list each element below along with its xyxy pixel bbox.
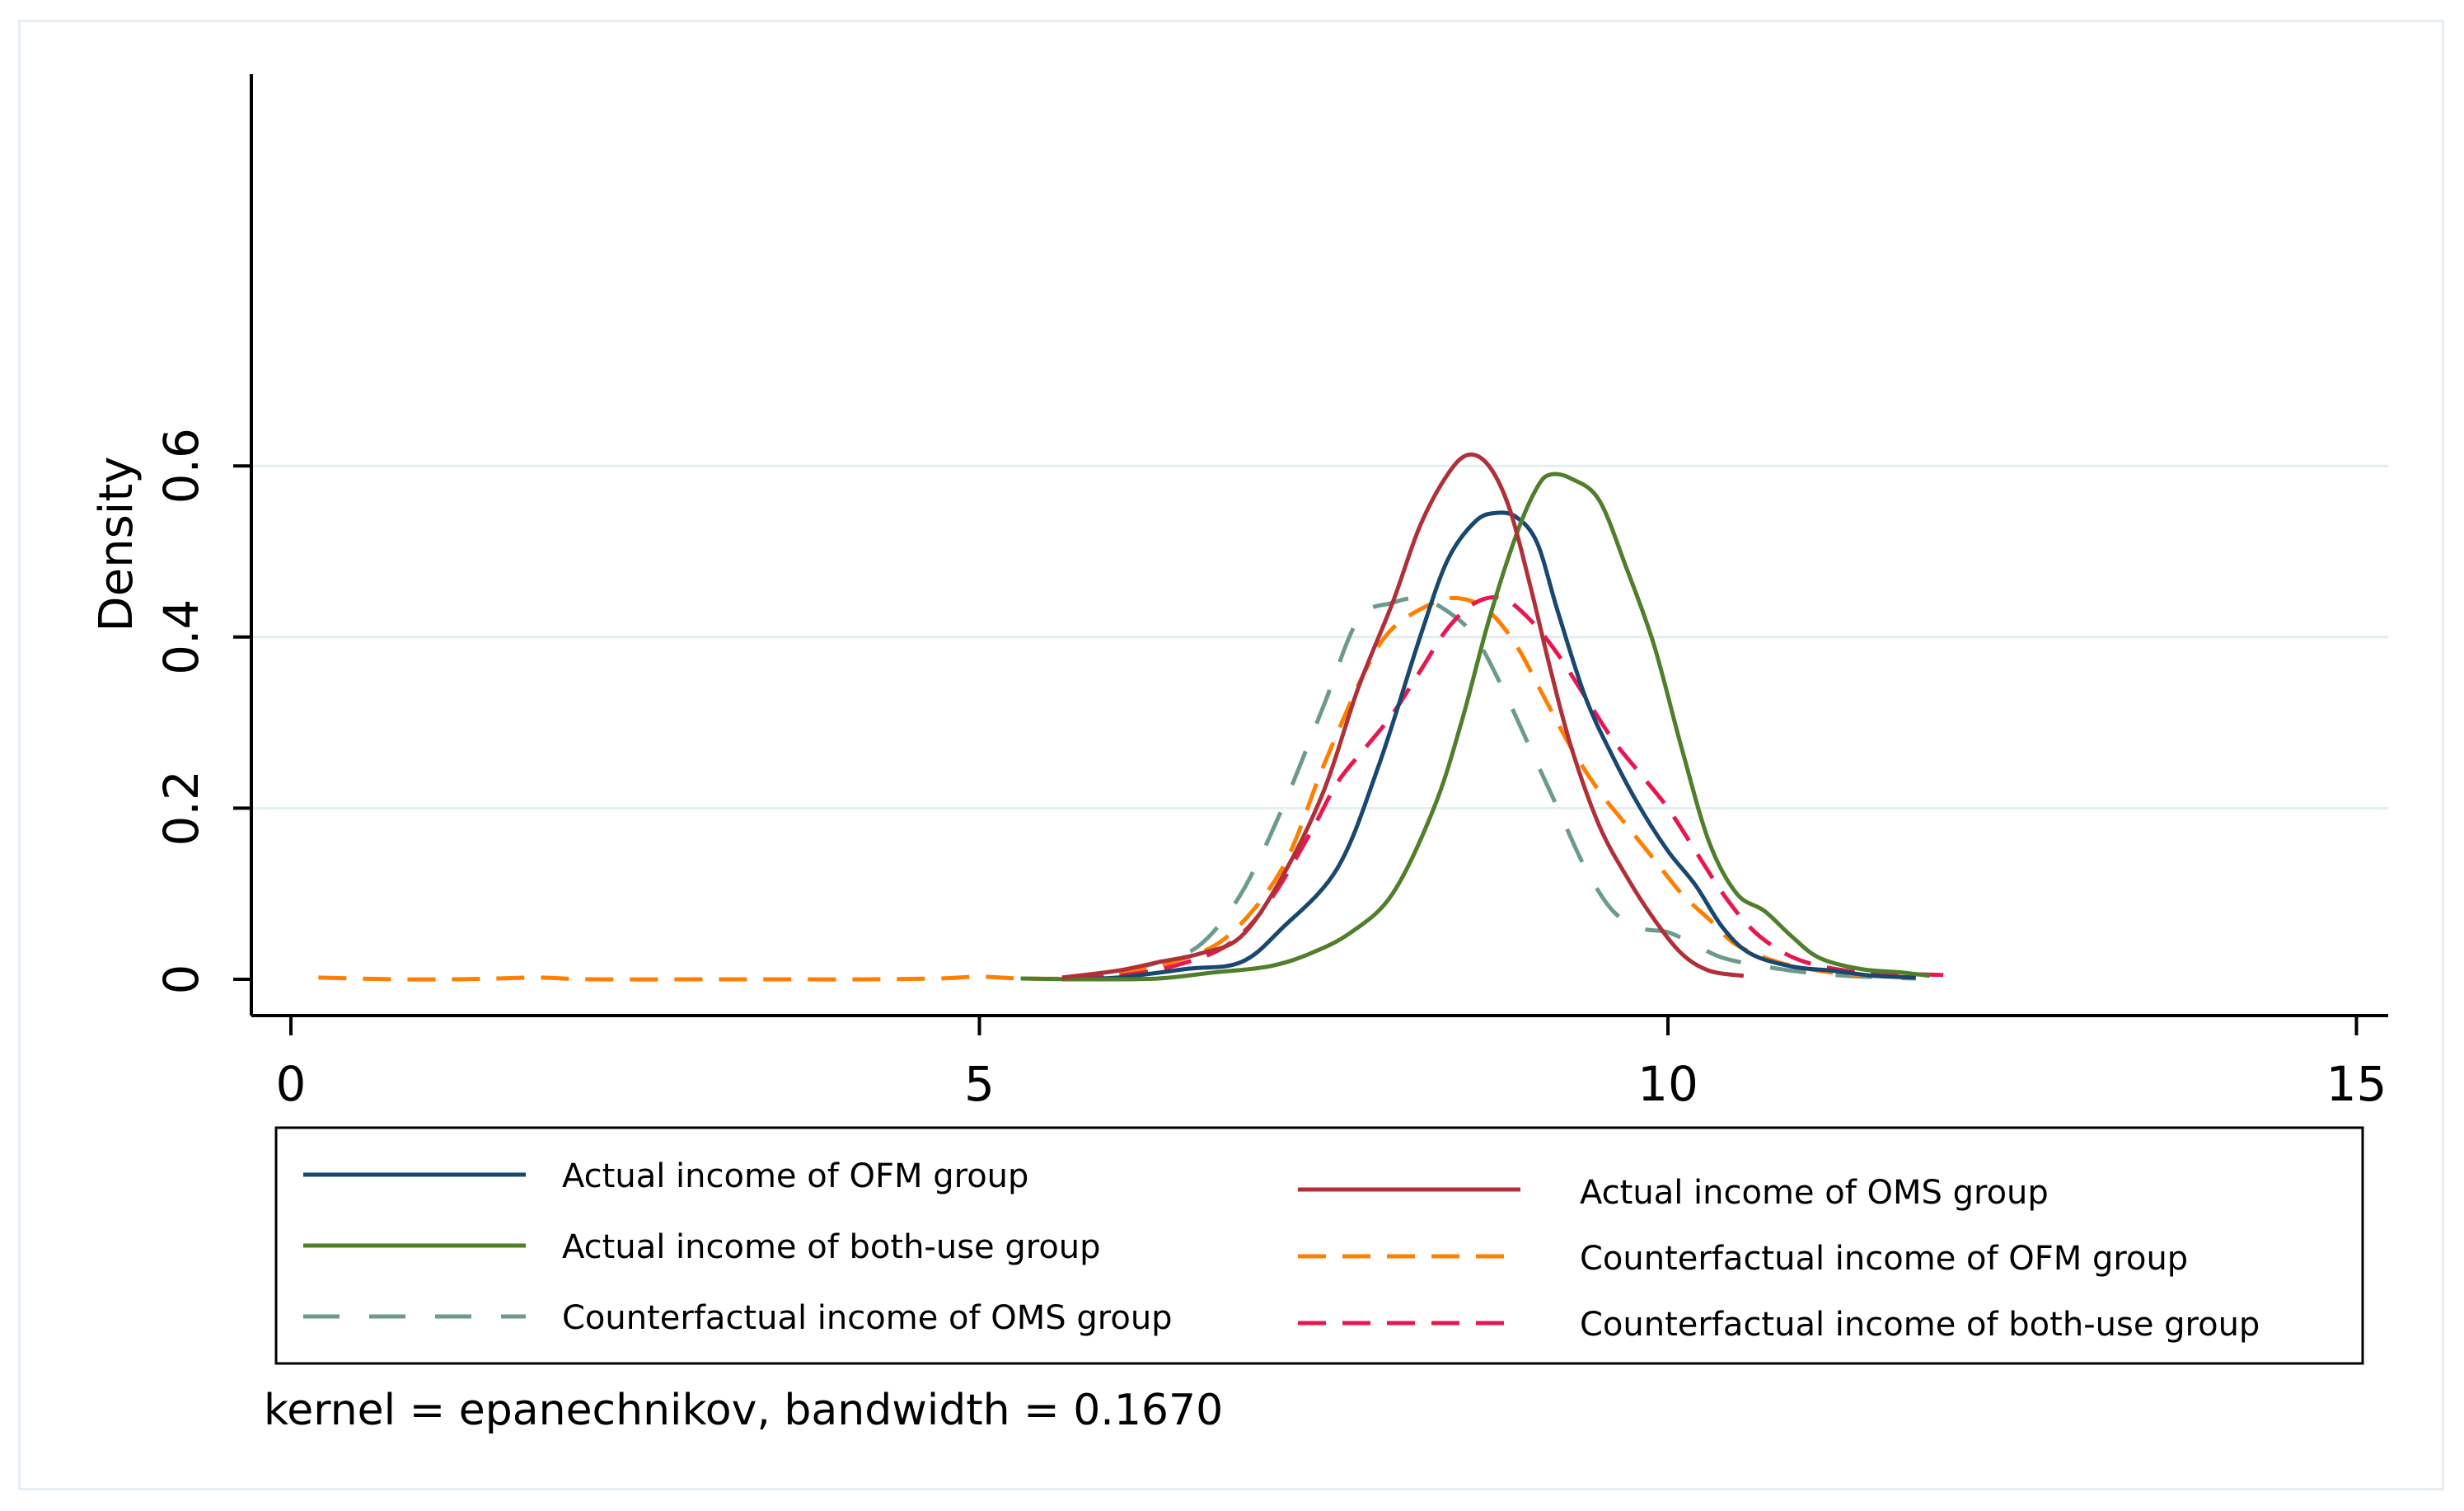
gridlines <box>251 464 2388 809</box>
series-line-counterfactual-income-of-oms-group <box>1061 596 1916 982</box>
legend-label-actual-income-of-ofm-group: Actual income of OFM group <box>562 1157 1028 1195</box>
x-tick-label-5: 5 <box>964 1056 995 1112</box>
y-tick-label-0.6: 0.6 <box>153 428 209 504</box>
legend-label-actual-income-of-both-use-group: Actual income of both-use group <box>562 1228 1101 1266</box>
legend: Actual income of OFM group Actual income … <box>303 1157 2260 1344</box>
series-line-actual-income-of-ofm-group <box>1061 510 1916 982</box>
y-tick-label-0.4: 0.4 <box>153 599 209 675</box>
x-ticks: 0 5 10 15 <box>276 1016 2387 1112</box>
kernel-note: kernel = epanechnikov, bandwidth = 0.167… <box>264 1386 1223 1435</box>
legend-label-counterfactual-income-of-ofm-group: Counterfactual income of OFM group <box>1580 1240 2188 1278</box>
y-ticks: 0 0.2 0.4 0.6 <box>153 428 251 994</box>
x-tick-label-0: 0 <box>276 1056 307 1112</box>
y-tick-label-0: 0 <box>153 964 209 995</box>
series-line-counterfactual-income-of-both-use-group <box>1075 595 1944 980</box>
y-tick-label-0.2: 0.2 <box>153 770 209 846</box>
legend-label-actual-income-of-oms-group: Actual income of OMS group <box>1580 1174 2049 1212</box>
legend-label-counterfactual-income-of-both-use-group: Counterfactual income of both-use group <box>1580 1306 2260 1344</box>
series-line-counterfactual-income-of-ofm-group <box>318 595 1916 982</box>
x-tick-label-10: 10 <box>1637 1056 1698 1112</box>
series-layer <box>318 452 1944 982</box>
series-line-actual-income-of-oms-group <box>1061 452 1745 980</box>
x-tick-label-15: 15 <box>2326 1056 2387 1112</box>
legend-label-counterfactual-income-of-oms-group: Counterfactual income of OMS group <box>562 1299 1173 1337</box>
y-axis-title: Density <box>90 457 143 632</box>
series-line-actual-income-of-both-use-group <box>1020 472 1930 982</box>
